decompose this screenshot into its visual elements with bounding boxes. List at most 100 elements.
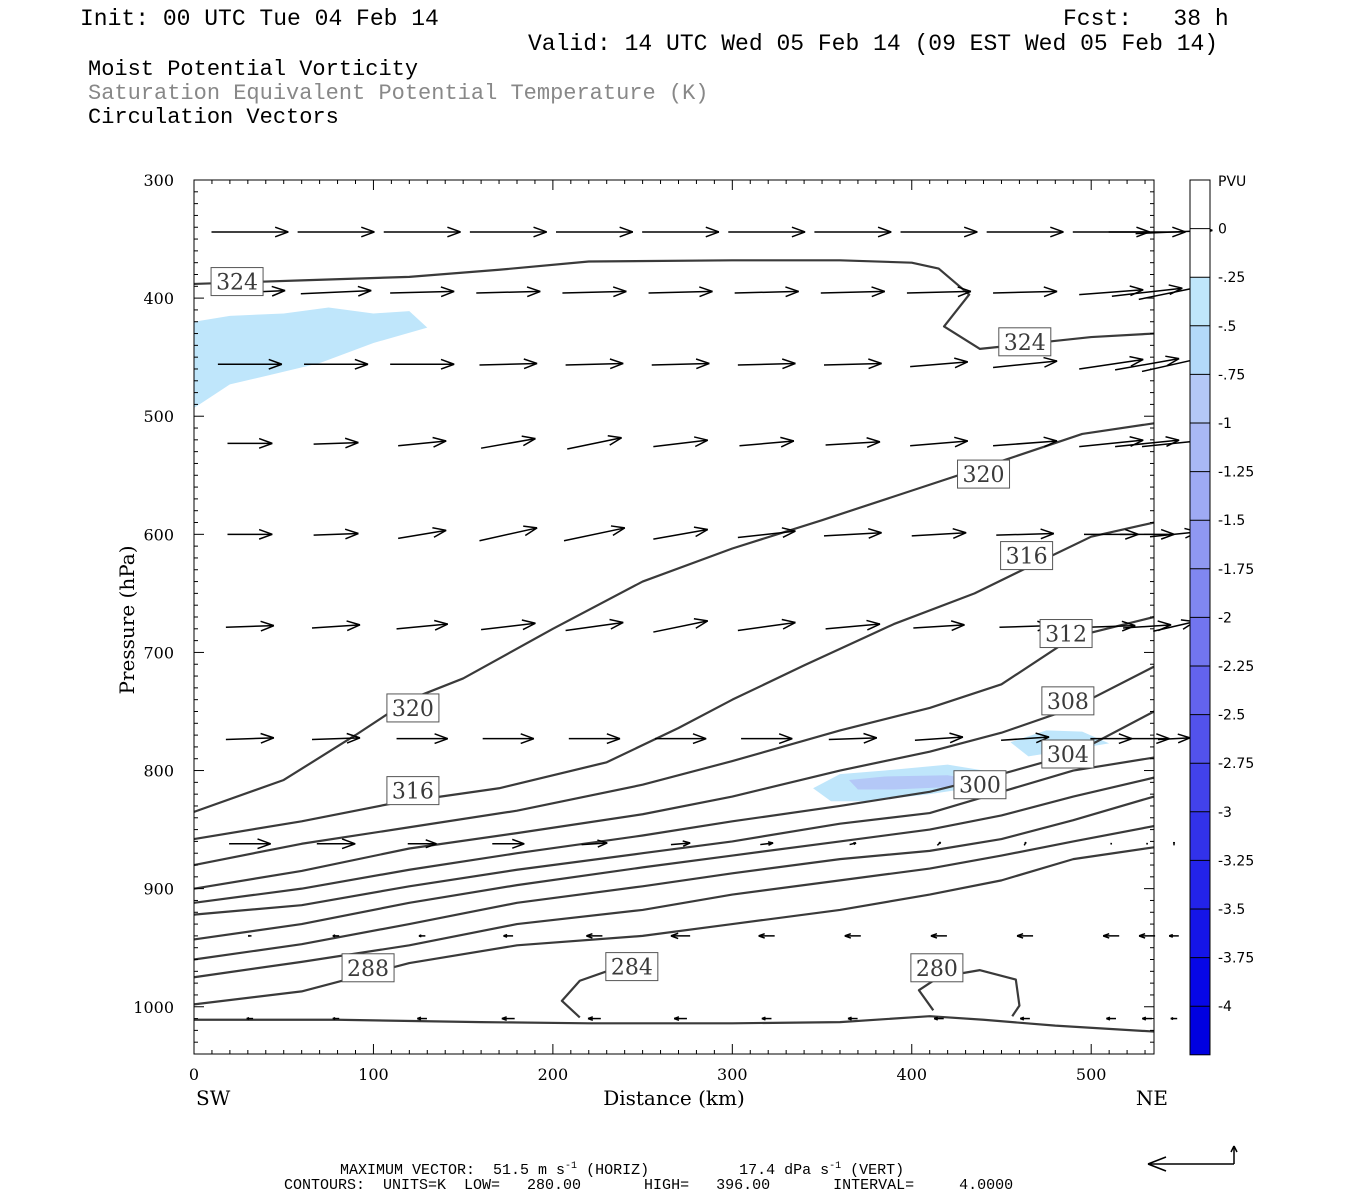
vector-8-3 — [503, 933, 514, 938]
vector-4-9 — [996, 528, 1055, 540]
vector-1-6 — [734, 286, 799, 298]
forecast-hour: Fcst: 38 h — [1063, 6, 1229, 32]
vector-2-11 — [1114, 355, 1180, 371]
contour-label-box-1 — [998, 327, 1052, 357]
vector-5-2 — [396, 619, 449, 631]
vector-2-9 — [992, 356, 1058, 369]
vector-8-5 — [670, 932, 691, 940]
vector-9-2 — [417, 1016, 427, 1021]
vector-1-2 — [390, 286, 455, 298]
vector-9-0 — [246, 1016, 254, 1021]
contour-280-11 — [194, 1015, 1155, 1033]
colorbar-cell-13 — [1190, 811, 1210, 861]
x-tick-label-2: 200 — [538, 1065, 569, 1084]
colorbar-cell-17 — [1190, 1006, 1210, 1055]
contour-label-box-8 — [386, 693, 440, 723]
colorbar-cell-8 — [1190, 568, 1210, 618]
contour-296-7 — [193, 776, 1155, 941]
vector-2-8 — [910, 357, 969, 369]
pv-region-0 — [194, 307, 428, 408]
contour-292-8 — [193, 795, 1155, 961]
contour-300-6 — [193, 756, 1155, 916]
reference-vector-icon — [1147, 1145, 1238, 1172]
ne-label: NE — [1136, 1086, 1168, 1110]
vector-7-1 — [316, 838, 356, 850]
init-time: Init: 00 UTC Tue 04 Feb 14 — [80, 6, 439, 32]
vector-8-1 — [332, 934, 340, 938]
contour-label-11: 284 — [611, 956, 653, 981]
vector-3-9 — [993, 436, 1058, 448]
colorbar-cell-0 — [1190, 180, 1210, 229]
vector-7-8 — [936, 841, 942, 846]
vector-1-7 — [820, 286, 886, 298]
vector-0-9 — [986, 226, 1064, 238]
vector-1-9 — [993, 286, 1058, 298]
contour-label-9: 316 — [392, 780, 434, 805]
vector-4-2 — [398, 527, 447, 540]
vector-2-3 — [479, 358, 538, 370]
colorbar-label-16: -4 — [1218, 999, 1232, 1015]
colorbar-label-9: -2.25 — [1218, 659, 1254, 675]
colorbar-cell-16 — [1190, 957, 1210, 1007]
vector-3-6 — [739, 436, 795, 448]
vector-2-7 — [823, 358, 882, 370]
x-tick-label-4: 400 — [896, 1065, 927, 1084]
vector-8-8 — [930, 932, 947, 939]
vector-8-6 — [758, 932, 775, 939]
vector-7-4 — [581, 839, 608, 848]
contour-label-2: 320 — [963, 463, 1005, 488]
vector-4-1 — [313, 528, 359, 540]
vector-9-3 — [501, 1016, 515, 1022]
contour-284-10 — [193, 846, 1155, 1006]
field-title-mpv: Moist Potential Vorticity — [88, 57, 419, 82]
contour-label-3: 316 — [1006, 545, 1048, 570]
contour-label-box-6 — [1041, 739, 1095, 769]
vector-6-12 — [1157, 733, 1191, 744]
vector-1-4 — [562, 286, 627, 298]
vector-8-12 — [1168, 933, 1179, 938]
x-tick-label-5: 500 — [1076, 1065, 1107, 1084]
vector-4-8 — [911, 527, 967, 539]
valid-time: Valid: 14 UTC Wed 05 Feb 14 (09 EST Wed … — [528, 31, 1219, 57]
colorbar-title: PVU — [1218, 174, 1246, 190]
vector-7-9 — [1023, 841, 1027, 846]
y-tick-label-0: 300 — [143, 171, 174, 190]
vector-4-0 — [227, 528, 273, 540]
vector-9-1 — [332, 1016, 340, 1021]
contour-label-box-12 — [910, 953, 964, 983]
contour-label-box-9 — [386, 776, 440, 806]
vector-3-5 — [653, 436, 709, 448]
contour-308-4 — [193, 665, 1155, 890]
vector-6-4 — [568, 733, 621, 745]
vector-4-4 — [563, 525, 626, 542]
contour-304-5 — [193, 710, 1155, 904]
colorbar-label-3: -.75 — [1218, 367, 1245, 383]
vector-3-3 — [480, 435, 536, 449]
colorbar-cell-4 — [1190, 374, 1210, 423]
vector-2-10 — [1079, 355, 1144, 370]
vector-0-1 — [297, 226, 375, 238]
vector-1-8 — [906, 286, 972, 298]
max-vector-line: MAXIMUM VECTOR: 51.5 m s-1 (HORIZ) 17.4 … — [340, 1161, 905, 1179]
vector-7-5 — [670, 840, 691, 847]
vector-0-7 — [814, 226, 892, 238]
colorbar-label-1: -.25 — [1218, 270, 1245, 286]
contour-312-3 — [193, 615, 1155, 867]
vector-4-3 — [479, 525, 538, 542]
vector-9-4 — [587, 1016, 601, 1022]
vector-1-3 — [476, 286, 541, 298]
x-tick-label-1: 100 — [358, 1065, 389, 1084]
colorbar-label-11: -2.75 — [1218, 756, 1254, 772]
contour-label-box-10 — [341, 953, 395, 983]
colorbar-cell-12 — [1190, 763, 1210, 812]
vector-4-7 — [823, 527, 882, 539]
contour-280-13 — [917, 969, 1021, 1017]
colorbar-label-7: -1.75 — [1218, 562, 1254, 578]
colorbar-label-4: -1 — [1218, 416, 1232, 432]
vector-5-10 — [1087, 620, 1136, 632]
vector-1-1 — [300, 285, 372, 297]
vector-8-2 — [418, 934, 426, 938]
vector-5-5 — [653, 618, 709, 633]
vector-6-2 — [396, 733, 449, 745]
vector-8-10 — [1102, 932, 1120, 939]
